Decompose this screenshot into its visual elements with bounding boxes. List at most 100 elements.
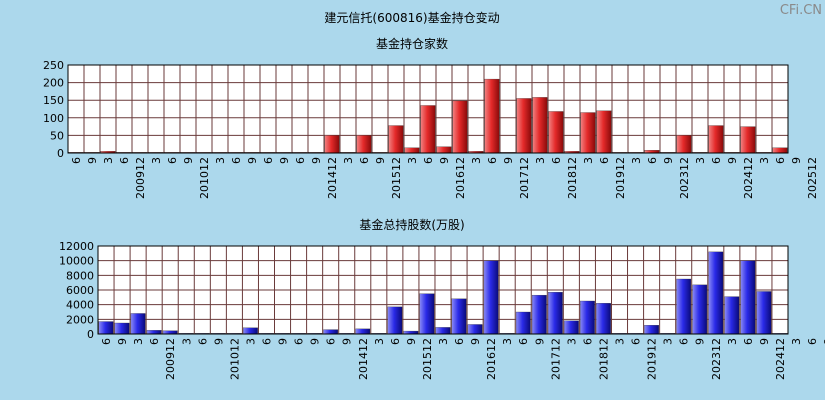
x-tick-label: 9: [726, 157, 739, 164]
x-tick-label: 6: [630, 338, 643, 345]
x-tick-label: 9: [246, 157, 259, 164]
x-tick-label: 3: [132, 338, 145, 345]
x-tick-label: 6: [598, 157, 611, 164]
x-tick-label: 9: [182, 157, 195, 164]
y-tick-label: 12000: [59, 240, 94, 253]
x-tick-label: 3: [373, 338, 386, 345]
x-tick-label: 202312: [710, 338, 723, 380]
bar-shares-39: [724, 296, 740, 335]
x-tick-label: 202412: [774, 338, 787, 380]
bar-shares-40: [740, 260, 756, 335]
x-tick-label: 3: [150, 157, 163, 164]
y-tick-label: 250: [43, 59, 64, 72]
bar-count-26: [484, 78, 500, 154]
x-tick-label: 9: [662, 157, 675, 164]
x-tick-label: 9: [758, 338, 771, 345]
bar-shares-34: [644, 325, 659, 335]
x-tick-label: 9: [278, 157, 291, 164]
x-tick-label: 6: [486, 157, 499, 164]
x-tick-label: 9: [405, 338, 418, 345]
bar-shares-41: [756, 291, 772, 335]
x-tick-label: 6: [262, 157, 275, 164]
y-tick-label: 2000: [66, 313, 94, 326]
bar-shares-24: [483, 260, 499, 335]
x-tick-label: 201512: [390, 157, 403, 199]
x-tick-label: 201512: [421, 338, 434, 380]
x-tick-label: 9: [86, 157, 99, 164]
y-tick-label: 0: [57, 147, 64, 160]
bar-shares-21: [435, 327, 451, 335]
x-tick-label: 201812: [597, 338, 610, 380]
x-tick-label: 6: [325, 338, 338, 345]
x-tick-label: 201712: [518, 157, 531, 199]
x-tick-label: 201612: [454, 157, 467, 199]
x-tick-label: 6: [774, 157, 787, 164]
bar-count-32: [580, 112, 596, 154]
bar-count-30: [548, 111, 564, 154]
watermark: CFi.CN: [780, 3, 822, 18]
bar-shares-9: [243, 327, 258, 335]
x-tick-label: 3: [342, 157, 355, 164]
x-tick-label: 202512: [806, 157, 819, 199]
x-tick-label: 6: [118, 157, 131, 164]
chart-1-title: 基金持仓家数: [376, 36, 448, 51]
x-tick-label: 6: [166, 157, 179, 164]
bar-shares-36: [676, 278, 692, 335]
x-tick-label: 6: [293, 338, 306, 345]
x-tick-label: 201912: [614, 157, 627, 199]
x-tick-label: 9: [212, 338, 225, 345]
x-tick-label: 6: [230, 157, 243, 164]
x-tick-label: 6: [260, 338, 273, 345]
bar-count-40: [708, 125, 724, 154]
x-tick-label: 9: [694, 338, 707, 345]
bar-count-38: [676, 135, 692, 154]
y-tick-label: 4000: [66, 299, 94, 312]
bar-shares-22: [451, 298, 467, 335]
x-tick-label: 6: [100, 338, 113, 345]
x-tick-label: 6: [422, 157, 435, 164]
x-tick-label: 201612: [485, 338, 498, 380]
x-tick-label: 3: [180, 338, 193, 345]
x-tick-label: 201912: [646, 338, 659, 380]
bar-shares-18: [387, 306, 403, 335]
x-tick-label: 9: [822, 338, 825, 345]
x-tick-label: 3: [102, 157, 115, 164]
plot-frame: [97, 245, 789, 335]
x-tick-label: 9: [533, 338, 546, 345]
x-tick-label: 6: [517, 338, 530, 345]
bar-shares-2: [130, 313, 146, 335]
bar-count-22: [420, 105, 436, 154]
x-tick-label: 9: [790, 157, 803, 164]
bar-count-44: [772, 147, 788, 154]
chart-2-title: 基金总持股数(万股): [359, 217, 464, 232]
x-tick-label: 3: [470, 157, 483, 164]
x-tick-label: 6: [196, 338, 209, 345]
x-tick-label: 3: [214, 157, 227, 164]
x-tick-label: 3: [758, 157, 771, 164]
bar-shares-31: [596, 303, 611, 335]
x-tick-label: 3: [565, 338, 578, 345]
x-tick-label: 6: [294, 157, 307, 164]
y-tick-label: 6000: [66, 284, 94, 297]
x-tick-label: 9: [502, 157, 515, 164]
bar-shares-37: [692, 284, 708, 335]
y-tick-label: 100: [43, 112, 64, 125]
x-tick-label: 3: [726, 338, 739, 345]
y-tick-label: 150: [43, 94, 64, 107]
x-tick-label: 9: [310, 157, 323, 164]
x-tick-label: 201412: [357, 338, 370, 380]
bar-shares-16: [355, 328, 371, 335]
x-tick-label: 3: [790, 338, 803, 345]
plot-frame: [67, 64, 789, 154]
bar-count-18: [356, 135, 372, 154]
x-tick-label: 3: [582, 157, 595, 164]
x-tick-label: 3: [694, 157, 707, 164]
x-tick-label: 3: [406, 157, 419, 164]
x-tick-label: 6: [581, 338, 594, 345]
x-tick-label: 3: [614, 338, 627, 345]
x-tick-label: 202312: [678, 157, 691, 199]
bar-count-24: [452, 100, 468, 154]
bar-shares-1: [114, 322, 130, 335]
bar-count-21: [404, 147, 420, 154]
page-title: 建元信托(600816)基金持仓变动: [324, 10, 499, 25]
